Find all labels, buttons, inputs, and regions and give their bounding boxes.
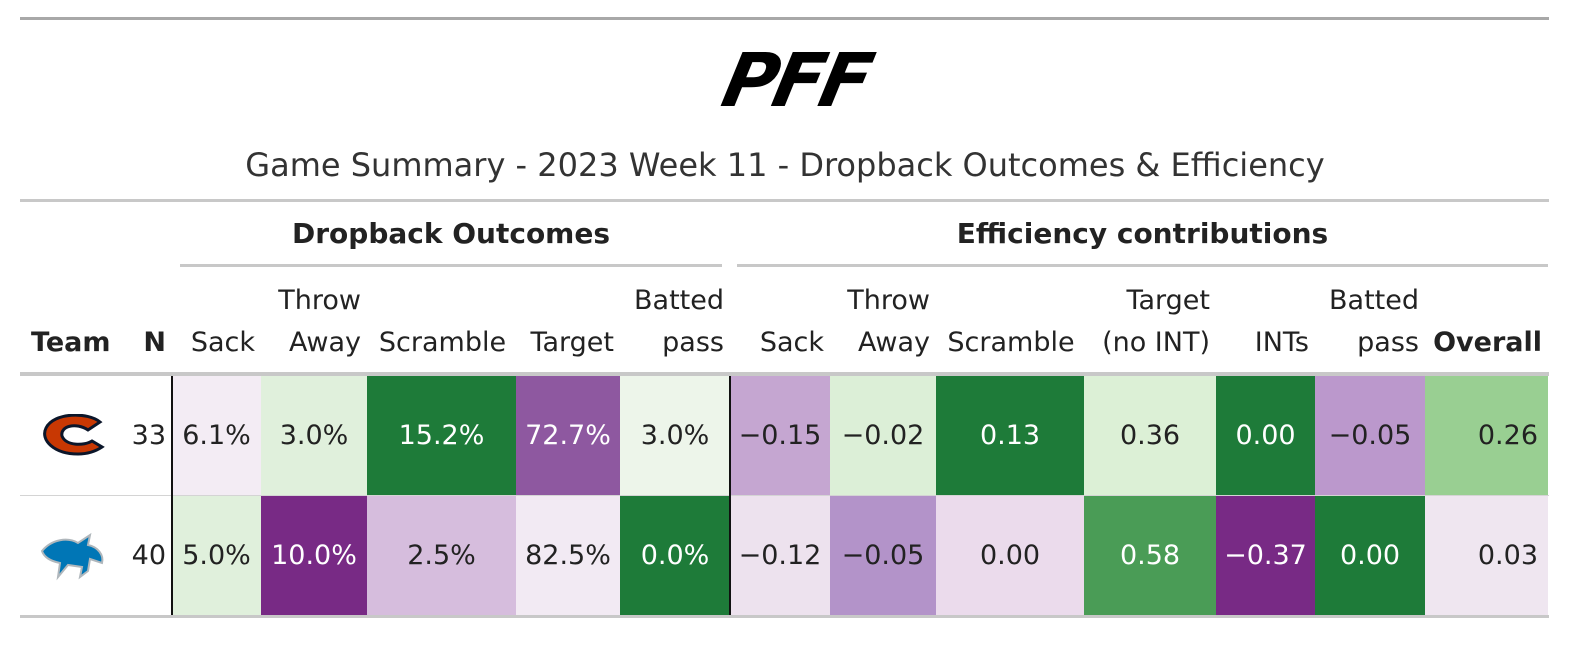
value-cell: −0.05 [830, 496, 936, 615]
title: Game Summary - 2023 Week 11 - Dropback O… [245, 146, 1325, 184]
spanner-rule [737, 264, 1548, 267]
column-header: Target (no INT) [1102, 285, 1210, 358]
logo: PFF [715, 38, 877, 124]
column-header: Team [31, 327, 111, 358]
value-cell: 5.0% [172, 496, 261, 615]
value-cell: 15.2% [367, 376, 516, 495]
column-header: Scramble [378, 327, 507, 358]
bottom-rule [20, 615, 1549, 618]
value-cell: 0.13 [936, 376, 1084, 495]
value-cell: −0.37 [1216, 496, 1315, 615]
column-header: Batted pass [1329, 285, 1419, 358]
value-cell: 72.7% [516, 376, 620, 495]
value-cell: 2.5% [367, 496, 516, 615]
header-rule [20, 372, 1549, 376]
value-cell: 3.0% [620, 376, 730, 495]
value-cell: 0.00 [1315, 496, 1425, 615]
column-header: Overall [1433, 327, 1542, 358]
value-cell: 6.1% [172, 376, 261, 495]
column-header: Scramble [947, 327, 1075, 358]
n-cell: 40 [131, 540, 166, 571]
spanner: Efficiency contributions [956, 217, 1329, 250]
row-rule [20, 495, 1549, 496]
value-cell: 82.5% [516, 496, 620, 615]
divider [729, 376, 731, 616]
value-cell: 0.03 [1425, 496, 1548, 615]
value-cell: 0.00 [1216, 376, 1315, 495]
column-header: INTs [1254, 327, 1309, 358]
column-headers: Team N Sack Throw Away Scramble Target Batted … [0, 280, 1592, 364]
value-cell: 0.00 [936, 496, 1084, 615]
column-header: Target [530, 327, 614, 358]
divider [171, 376, 173, 616]
value-cell: 0.36 [1084, 376, 1216, 495]
top-rule [20, 17, 1549, 20]
spanner-rule [180, 264, 722, 267]
column-header: Sack [190, 327, 255, 358]
value-cell: −0.15 [730, 376, 830, 495]
title-rule [20, 199, 1549, 202]
table-body: 33 6.1% 3.0% 15.2% 72.7% 3.0% −0.15 −0.02 0.13 0.… [0, 376, 1592, 616]
n-cell: 33 [131, 420, 166, 451]
column-header: Sack [759, 327, 824, 358]
value-cell: 10.0% [261, 496, 367, 615]
value-cell: 3.0% [261, 376, 367, 495]
column-header: N [143, 327, 166, 358]
value-cell: −0.02 [830, 376, 936, 495]
value-cell: −0.12 [730, 496, 830, 615]
value-cell: 0.26 [1425, 376, 1548, 495]
team-logo [20, 376, 125, 495]
team-logo [20, 496, 125, 615]
value-cell: −0.05 [1315, 376, 1425, 495]
spanner: Dropback Outcomes [291, 217, 611, 250]
value-cell: 0.0% [620, 496, 730, 615]
value-cell: 0.58 [1084, 496, 1216, 615]
column-header: Throw Away [847, 285, 930, 358]
column-header: Batted pass [634, 285, 724, 358]
column-header: Throw Away [278, 285, 361, 358]
